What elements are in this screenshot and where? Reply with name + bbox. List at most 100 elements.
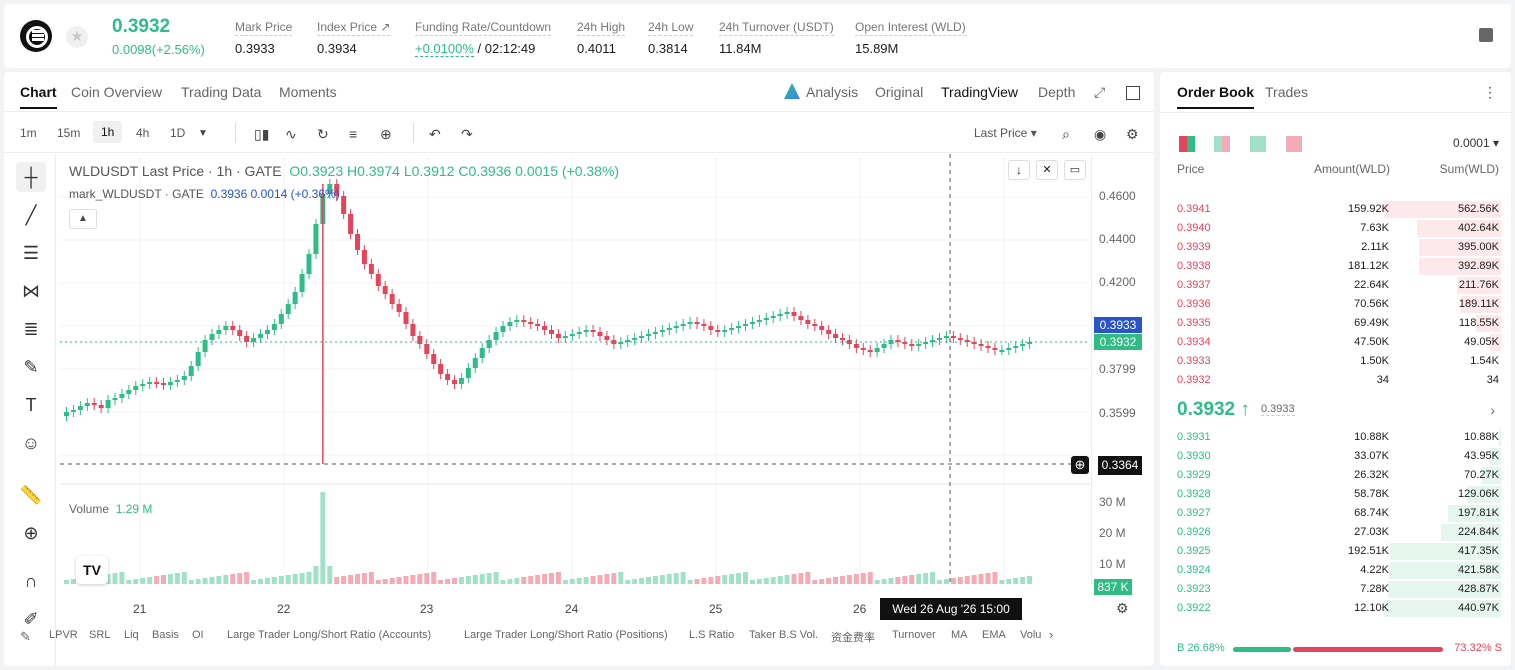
tab-trades[interactable]: Trades [1265, 84, 1309, 100]
indicator-taker-bs-vol[interactable]: Taker B.S Vol. [749, 629, 819, 641]
horizontal-lines-icon[interactable]: ☰ [22, 243, 40, 263]
bid-row[interactable]: 0.3930 33.07K 43.95K [1160, 447, 1511, 466]
trendline-icon[interactable]: ╱ [25, 205, 37, 225]
bid-row[interactable]: 0.3925 192.51K 417.35K [1160, 542, 1511, 561]
collapse-pane-icon[interactable]: ✕ [1036, 160, 1058, 180]
indicator-lpvr[interactable]: LPVR [49, 629, 78, 641]
bid-row[interactable]: 0.3923 7.28K 428.87K [1160, 580, 1511, 599]
layout-asks-icon[interactable] [1286, 136, 1302, 152]
templates-icon[interactable]: ≡ [349, 126, 358, 142]
timeframe-dropdown-icon[interactable]: ▼ [198, 128, 208, 139]
candle-body [424, 344, 430, 354]
window-icon[interactable] [1126, 86, 1140, 100]
indicator-basis[interactable]: Basis [152, 629, 179, 641]
expand-icon[interactable]: ⤢ [1094, 84, 1106, 100]
tab-trading-data[interactable]: Trading Data [181, 84, 262, 100]
volume-bar [264, 578, 270, 584]
ask-row[interactable]: 0.3937 22.64K 211.76K [1160, 276, 1511, 295]
layout-both-icon[interactable] [1179, 136, 1195, 152]
add-order-icon[interactable]: ⊕ [1071, 456, 1089, 474]
brush-icon[interactable]: ✎ [23, 357, 39, 377]
timeframe-4h[interactable]: 4h [136, 126, 150, 140]
ask-row[interactable]: 0.3938 181.12K 392.89K [1160, 257, 1511, 276]
stat-index-price[interactable]: Index Price ↗ 0.3934 [317, 20, 391, 56]
bid-row[interactable]: 0.3927 68.74K 197.81K [1160, 504, 1511, 523]
tradingview-logo[interactable]: TV [76, 556, 108, 584]
indicator-ema[interactable]: EMA [982, 629, 1006, 641]
bid-row[interactable]: 0.3931 10.88K 10.88K [1160, 428, 1511, 447]
indicator-srl[interactable]: SRL [89, 629, 111, 641]
tab-depth[interactable]: Depth [1038, 84, 1076, 100]
timeframe-15m[interactable]: 15m [57, 126, 81, 140]
price-type-select[interactable]: Last Price ▾ [974, 126, 1037, 140]
bid-row[interactable]: 0.3928 58.78K 129.06K [1160, 485, 1511, 504]
indicator-oi[interactable]: OI [192, 629, 204, 641]
timeframe-1d[interactable]: 1D [170, 126, 186, 140]
ask-row[interactable]: 0.3935 69.49K 118.55K [1160, 314, 1511, 333]
tab-moments[interactable]: Moments [279, 84, 337, 100]
zoom-in-icon[interactable]: ⊕ [23, 523, 39, 543]
ask-row[interactable]: 0.3932 34 34 [1160, 371, 1511, 390]
legend-collapse-button[interactable]: ▲ [69, 209, 97, 229]
redo-icon[interactable]: ↷ [461, 126, 473, 142]
tab-tradingview[interactable]: TradingView [941, 84, 1019, 100]
pencil-lock-icon[interactable]: ✐ [23, 609, 39, 629]
bid-row[interactable]: 0.3922 12.10K 440.97K [1160, 599, 1511, 618]
crosshair-icon[interactable]: ┼ [16, 162, 46, 192]
settings-gear-icon[interactable]: ⚙ [1126, 126, 1139, 142]
candle-type-icon[interactable]: ▯▮ [254, 126, 270, 142]
undo-icon[interactable]: ↶ [429, 126, 441, 142]
price-chart[interactable] [60, 154, 1090, 584]
notebook-icon[interactable] [1479, 28, 1493, 42]
ask-row[interactable]: 0.3940 7.63K 402.64K [1160, 219, 1511, 238]
indicator-ls-ratio[interactable]: L.S Ratio [689, 629, 735, 641]
layout-split-icon[interactable] [1214, 136, 1230, 152]
tab-order-book[interactable]: Order Book [1177, 84, 1255, 109]
more-options-icon[interactable]: ⋮ [1483, 84, 1497, 100]
add-alert-icon[interactable]: ⊕ [380, 126, 392, 142]
row-price: 0.3935 [1177, 317, 1211, 329]
indicator-large-trader-accounts[interactable]: Large Trader Long/Short Ratio (Accounts) [227, 629, 432, 641]
candle-body [909, 344, 915, 346]
emoji-icon[interactable]: ☺ [21, 433, 41, 453]
indicator-volume[interactable]: Volu [1020, 629, 1042, 641]
tab-original[interactable]: Original [875, 84, 924, 100]
timeframe-1h[interactable]: 1h [93, 121, 123, 143]
precision-select[interactable]: 0.0001 ▾ [1452, 136, 1499, 150]
bid-row[interactable]: 0.3929 26.32K 70.27K [1160, 466, 1511, 485]
screenshot-icon[interactable]: ◉ [1094, 126, 1107, 142]
magnet-icon[interactable]: ∩ [24, 571, 38, 591]
timeframe-1m[interactable]: 1m [20, 126, 37, 140]
indicator-large-trader-positions[interactable]: Large Trader Long/Short Ratio (Positions… [464, 629, 668, 641]
bid-row[interactable]: 0.3926 27.03K 224.84K [1160, 523, 1511, 542]
indicators-icon[interactable]: ∿ [285, 126, 297, 142]
indicator-funding-rate[interactable]: 资金费率 [831, 632, 875, 644]
pattern-icon[interactable]: ⋈ [22, 281, 40, 301]
chevron-right-icon[interactable]: › [1049, 627, 1054, 642]
layout-bids-icon[interactable] [1250, 136, 1266, 152]
indicator-ma[interactable]: MA [951, 629, 968, 641]
search-icon[interactable]: ⌕ [1062, 126, 1070, 142]
text-icon[interactable]: T [25, 395, 37, 415]
indicator-liq[interactable]: Liq [124, 629, 139, 641]
maximize-pane-icon[interactable]: ▭ [1064, 160, 1086, 180]
scroll-down-icon[interactable]: ↓ [1008, 160, 1030, 180]
favorite-star-icon[interactable]: ★ [66, 26, 88, 48]
chevron-right-icon[interactable]: › [1490, 402, 1495, 418]
fib-icon[interactable]: ≣ [23, 319, 39, 339]
tab-coin-overview[interactable]: Coin Overview [71, 84, 163, 100]
chart-settings-icon[interactable]: ⚙ [1116, 600, 1129, 616]
indicator-turnover[interactable]: Turnover [892, 629, 936, 641]
ask-row[interactable]: 0.3933 1.50K 1.54K [1160, 352, 1511, 371]
pencil-icon[interactable]: ✎ [20, 629, 31, 644]
price-axis[interactable] [1091, 154, 1154, 584]
tab-analysis[interactable]: Analysis [806, 84, 859, 100]
ask-row[interactable]: 0.3939 2.11K 395.00K [1160, 238, 1511, 257]
replay-icon[interactable]: ↻ [317, 126, 329, 142]
bid-row[interactable]: 0.3924 4.22K 421.58K [1160, 561, 1511, 580]
ruler-icon[interactable]: 📏 [19, 485, 43, 505]
ask-row[interactable]: 0.3941 159.92K 562.56K [1160, 200, 1511, 219]
ask-row[interactable]: 0.3934 47.50K 49.05K [1160, 333, 1511, 352]
ask-row[interactable]: 0.3936 70.56K 189.11K [1160, 295, 1511, 314]
tab-chart[interactable]: Chart [20, 84, 57, 109]
